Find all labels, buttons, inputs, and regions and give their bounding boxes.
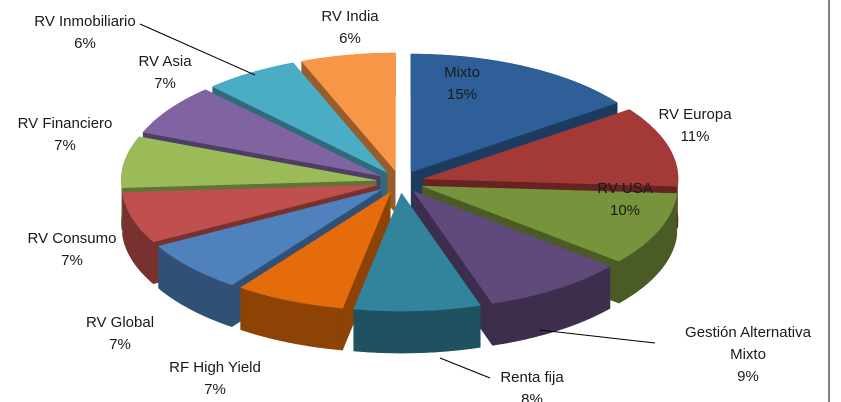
slice [142,89,381,177]
slice-label: RV Global 7% [35,312,205,356]
value-label: 7% [204,381,226,398]
value-label: 10% [609,202,641,219]
slice-label: RV Inmobiliario 6% [0,11,170,55]
slice-label: Renta fija 8% [447,367,617,402]
slice-wall [353,305,481,354]
category-label: Mixto [444,64,480,81]
category-label: RV USA [597,180,653,197]
leader-line [439,357,491,379]
slice-label: Mixto 15% [377,62,547,106]
slice [410,53,618,173]
slice-label: Gestión Alternativa Mixto 9% [666,322,831,388]
value-label: 6% [339,30,361,47]
value-label: 7% [109,336,131,353]
slice-label: RV Europa 11% [610,104,780,148]
category-label: RV Financiero [17,115,113,132]
category-label: RV Consumo [27,230,117,247]
slice-label: RV India 6% [265,6,435,50]
value-label: 7% [154,75,176,92]
slice [240,191,392,309]
slice-tops [121,52,679,312]
category-label: RV India [321,8,379,25]
value-label: 6% [74,35,96,52]
category-label: RV Inmobiliario [34,13,136,30]
slice-label: RV USA 10% [540,178,710,222]
slice [412,190,611,304]
slice [121,136,377,188]
slice [422,185,678,262]
slice-label: RF High Yield 7% [130,357,300,401]
value-label: 8% [521,391,543,402]
category-label: RV Europa [658,106,732,123]
slice-label: RV Financiero 7% [0,113,150,157]
slice [353,192,481,312]
category-label: Gestión Alternativa Mixto [685,324,811,363]
value-label: 9% [737,368,759,385]
slice [301,52,396,172]
value-label: 7% [61,252,83,269]
leader-line [139,23,256,76]
leader-line [539,329,656,344]
slice-label: RV Consumo 7% [0,228,157,272]
category-label: RF High Yield [169,359,261,376]
category-label: RV Global [85,314,155,331]
value-label: 7% [54,137,76,154]
slice [122,184,378,243]
slice [422,109,679,187]
slice-label: RV Asia 7% [80,51,250,95]
value-label: 11% [680,128,710,145]
category-label: Renta fija [500,369,564,386]
value-label: 15% [446,86,478,103]
slice [157,189,383,286]
category-label: RV Asia [138,53,192,70]
